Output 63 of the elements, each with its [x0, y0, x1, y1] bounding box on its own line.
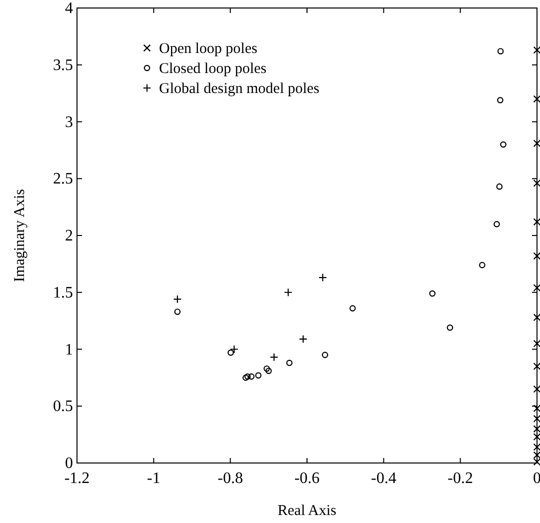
y-tick-label: 0.5	[53, 398, 73, 416]
point	[533, 340, 540, 348]
point	[533, 414, 540, 422]
point	[429, 290, 436, 297]
y-tick-label: 2.5	[53, 170, 73, 188]
point	[255, 372, 262, 379]
point	[533, 458, 540, 466]
x-tick-label: -0.6	[294, 470, 320, 487]
point	[497, 96, 504, 104]
y-tick-label: 1	[65, 341, 73, 358]
point	[242, 374, 249, 381]
point	[248, 373, 255, 380]
point	[533, 46, 540, 54]
point	[533, 252, 540, 260]
point	[264, 365, 270, 372]
point	[230, 345, 238, 354]
y-tick-label: 0	[65, 455, 73, 472]
point	[174, 308, 181, 315]
point	[173, 294, 182, 304]
point	[533, 179, 540, 187]
point	[533, 443, 540, 451]
point	[496, 183, 503, 190]
point	[533, 95, 540, 103]
x-axis-title: Real Axis	[278, 503, 337, 519]
point	[270, 352, 278, 362]
point	[479, 262, 486, 268]
point	[349, 305, 356, 312]
point	[497, 48, 504, 54]
point	[533, 314, 540, 322]
legend-label: Open loop poles	[159, 41, 258, 57]
point	[286, 360, 293, 366]
point	[533, 140, 540, 148]
y-tick-label: 2	[65, 228, 73, 244]
point	[322, 352, 328, 358]
x-tick-label: -1	[147, 470, 160, 487]
y-tick-label: 4	[65, 0, 73, 17]
point	[228, 350, 234, 356]
x-tick-label: -0.2	[448, 470, 473, 487]
point	[446, 324, 454, 331]
y-tick-label: 3.5	[53, 56, 73, 74]
y-tick-label: 3	[65, 114, 73, 131]
point	[533, 362, 540, 370]
point	[494, 220, 500, 228]
point	[533, 433, 540, 441]
point	[533, 218, 540, 226]
point	[298, 334, 308, 344]
y-axis-title: Imaginary Axis	[12, 188, 28, 282]
y-tick-label: 1.5	[53, 284, 73, 302]
x-tick-label: -0.4	[371, 470, 396, 487]
point	[533, 385, 540, 393]
x-tick-label: -1.2	[64, 470, 90, 487]
legend-label: Global design model poles	[159, 81, 320, 97]
point	[533, 451, 540, 459]
legend-label: Closed loop poles	[159, 61, 267, 77]
x-tick-label: -0.8	[218, 470, 243, 487]
point	[284, 288, 292, 297]
point	[266, 368, 272, 374]
point	[533, 404, 540, 412]
point	[500, 141, 506, 148]
point	[318, 273, 327, 282]
point	[533, 284, 540, 292]
point	[244, 373, 251, 380]
point	[533, 425, 540, 433]
